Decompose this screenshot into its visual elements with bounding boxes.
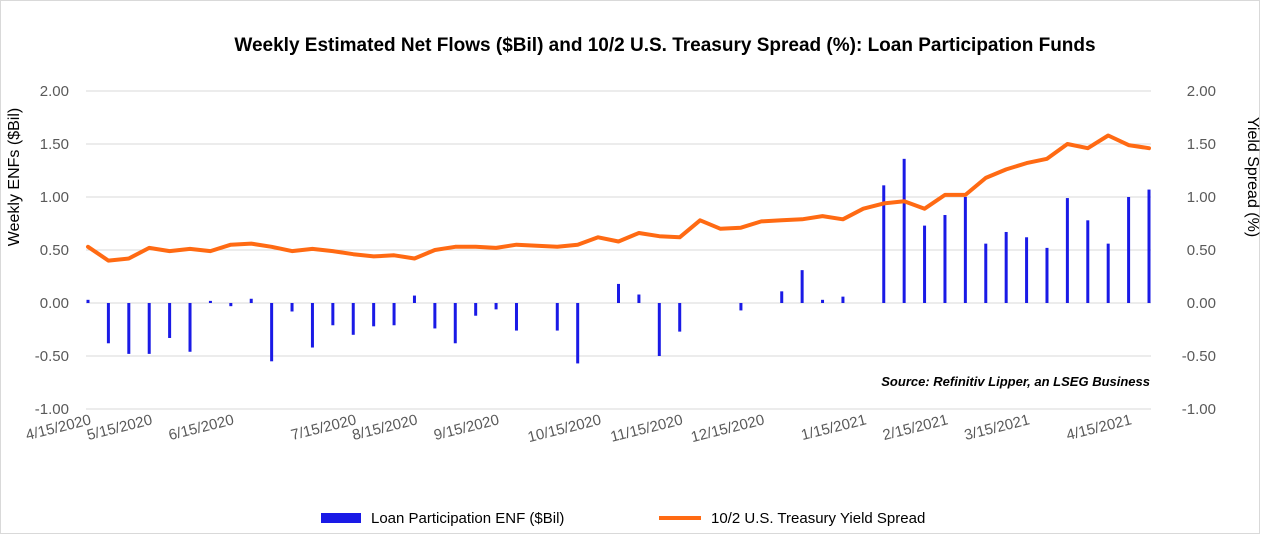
x-tick-label: 8/15/2020 (350, 411, 419, 444)
right-y-tick-label: 1.00 (1187, 189, 1216, 206)
legend-bar-swatch (321, 513, 361, 523)
enf-bar (86, 299, 90, 303)
enf-bar (168, 303, 172, 338)
legend-bar-label: Loan Participation ENF ($Bil) (371, 510, 564, 527)
right-y-tick-label: -0.50 (1182, 348, 1216, 365)
left-y-tick-label: -1.00 (35, 401, 69, 418)
x-tick-label: 7/15/2020 (289, 411, 358, 444)
right-y-tick-label: 0.00 (1187, 295, 1216, 312)
enf-bar (963, 197, 967, 303)
enf-bar (392, 303, 396, 326)
right-y-tick-label: 0.50 (1187, 242, 1216, 259)
gridlines (86, 90, 1151, 410)
x-tick-label: 1/15/2021 (799, 411, 868, 444)
enf-bar (1086, 220, 1090, 303)
right-y-tick-label: -1.00 (1182, 401, 1216, 418)
enf-bar (637, 294, 641, 303)
enf-bar (943, 215, 947, 303)
spread-line-path (86, 133, 1151, 263)
enf-bar (331, 303, 335, 326)
enf-bar (821, 299, 825, 303)
source-annotation: Source: Refinitiv Lipper, an LSEG Busine… (881, 374, 1150, 389)
enf-bar (310, 303, 314, 348)
right-y-tick-label: 2.00 (1187, 83, 1216, 100)
enf-bar (657, 303, 661, 356)
right-y-axis-ticks: 2.00 1.50 1.00 0.50 0.00 -0.50 -1.00 (1182, 83, 1216, 418)
enf-bar (514, 303, 518, 331)
x-tick-label: 9/15/2020 (432, 411, 501, 444)
x-tick-label: 6/15/2020 (167, 411, 236, 444)
enf-bar (188, 303, 192, 352)
enf-bar (739, 303, 743, 311)
enf-bar (1004, 231, 1008, 303)
left-y-tick-label: -0.50 (35, 348, 69, 365)
enf-bar (1147, 189, 1151, 303)
enf-bar (923, 225, 927, 303)
enf-bar (617, 283, 620, 303)
left-y-tick-label: 0.00 (40, 295, 69, 312)
enf-bar (1045, 247, 1049, 303)
enf-bar (208, 300, 212, 303)
right-y-axis-title: Yield Spread (%) (1244, 117, 1261, 237)
x-tick-label: 12/15/2020 (689, 411, 766, 446)
enf-bar (555, 303, 559, 331)
x-tick-label: 2/15/2021 (881, 411, 950, 444)
left-y-tick-label: 0.50 (40, 242, 69, 259)
x-tick-label: 10/15/2020 (526, 411, 603, 446)
enf-bar (1065, 198, 1069, 303)
enf-bar (351, 303, 355, 335)
left-y-tick-label: 1.00 (40, 189, 69, 206)
enf-bar (1106, 243, 1110, 303)
left-y-tick-label: 1.50 (40, 136, 69, 153)
x-tick-label: 5/15/2020 (85, 411, 154, 444)
enf-bar (576, 303, 580, 364)
enf-bar (290, 303, 294, 312)
enf-bar (678, 303, 682, 332)
enf-bar (433, 303, 437, 329)
chart-title: Weekly Estimated Net Flows ($Bil) and 10… (234, 35, 1095, 56)
enf-bar (270, 303, 274, 362)
enf-bar (780, 291, 784, 303)
enf-bar (474, 303, 478, 316)
enf-bar (127, 303, 131, 354)
enf-bar (249, 298, 253, 303)
legend-line-label: 10/2 U.S. Treasury Yield Spread (711, 510, 925, 527)
enf-bar (1025, 237, 1029, 303)
enf-bars (86, 158, 1151, 364)
enf-bar (800, 270, 804, 303)
enf-bar (1127, 197, 1131, 303)
spread-line (86, 133, 1151, 263)
left-y-axis-title: Weekly ENFs ($Bil) (6, 108, 23, 246)
left-y-axis-ticks: 2.00 1.50 1.00 0.50 0.00 -0.50 -1.00 (35, 83, 69, 418)
enf-bar (902, 158, 906, 303)
x-tick-label: 3/15/2021 (963, 411, 1032, 444)
x-tick-label: 11/15/2020 (609, 411, 685, 445)
enf-bar (882, 185, 886, 303)
enf-bar (453, 303, 457, 344)
enf-bar (841, 296, 845, 303)
enf-bar (984, 243, 988, 303)
enf-bar (147, 303, 151, 354)
enf-bar (229, 303, 233, 307)
x-tick-label: 4/15/2021 (1065, 411, 1134, 444)
enf-bar (106, 303, 110, 344)
left-y-tick-label: 2.00 (40, 83, 69, 100)
enf-bar (494, 303, 498, 310)
enf-bar (372, 303, 376, 327)
enf-bar (412, 295, 416, 303)
right-y-tick-label: 1.50 (1187, 136, 1216, 153)
legend: Loan Participation ENF ($Bil) 10/2 U.S. … (321, 510, 925, 527)
